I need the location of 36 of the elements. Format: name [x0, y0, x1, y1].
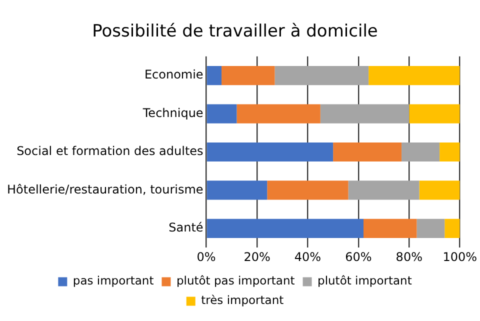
x-tick-label: 60% — [345, 250, 372, 264]
bar — [206, 142, 334, 162]
legend-label: plutôt important — [318, 274, 412, 288]
bar — [206, 66, 222, 86]
bar — [402, 142, 440, 162]
legend-label: plutôt pas important — [176, 274, 296, 288]
legend-label: très important — [201, 293, 284, 308]
x-tick-label: 80% — [396, 250, 422, 264]
bar — [333, 142, 402, 162]
bar — [440, 142, 460, 162]
bar — [444, 218, 460, 238]
bar — [368, 66, 460, 86]
y-tick-label: Hôtellerie/restauration, tourisme — [7, 182, 204, 196]
bar — [320, 104, 410, 124]
y-tick-label: Santé — [168, 220, 204, 235]
bar — [267, 180, 348, 200]
bar — [419, 180, 460, 200]
bar — [348, 180, 420, 200]
x-tick-label: 0% — [196, 250, 216, 264]
y-tick-label: Economie — [144, 68, 204, 82]
x-tick-label: 40% — [294, 250, 322, 264]
bar — [364, 218, 417, 238]
bar — [206, 104, 237, 124]
chart-title: Possibilité de travailler à domicile — [92, 22, 378, 42]
bar — [206, 218, 364, 238]
bar — [409, 104, 460, 124]
bar — [222, 66, 275, 86]
bar — [206, 180, 268, 200]
y-tick-label: Social et formation des adultes — [16, 144, 204, 158]
legend-label: pas important — [72, 274, 154, 288]
bar — [236, 104, 320, 124]
bar — [274, 66, 369, 86]
x-tick-label: 20% — [244, 250, 270, 264]
bar — [416, 218, 445, 238]
x-tick-label: 100% — [442, 250, 478, 264]
y-tick-label: Technique — [142, 106, 204, 120]
